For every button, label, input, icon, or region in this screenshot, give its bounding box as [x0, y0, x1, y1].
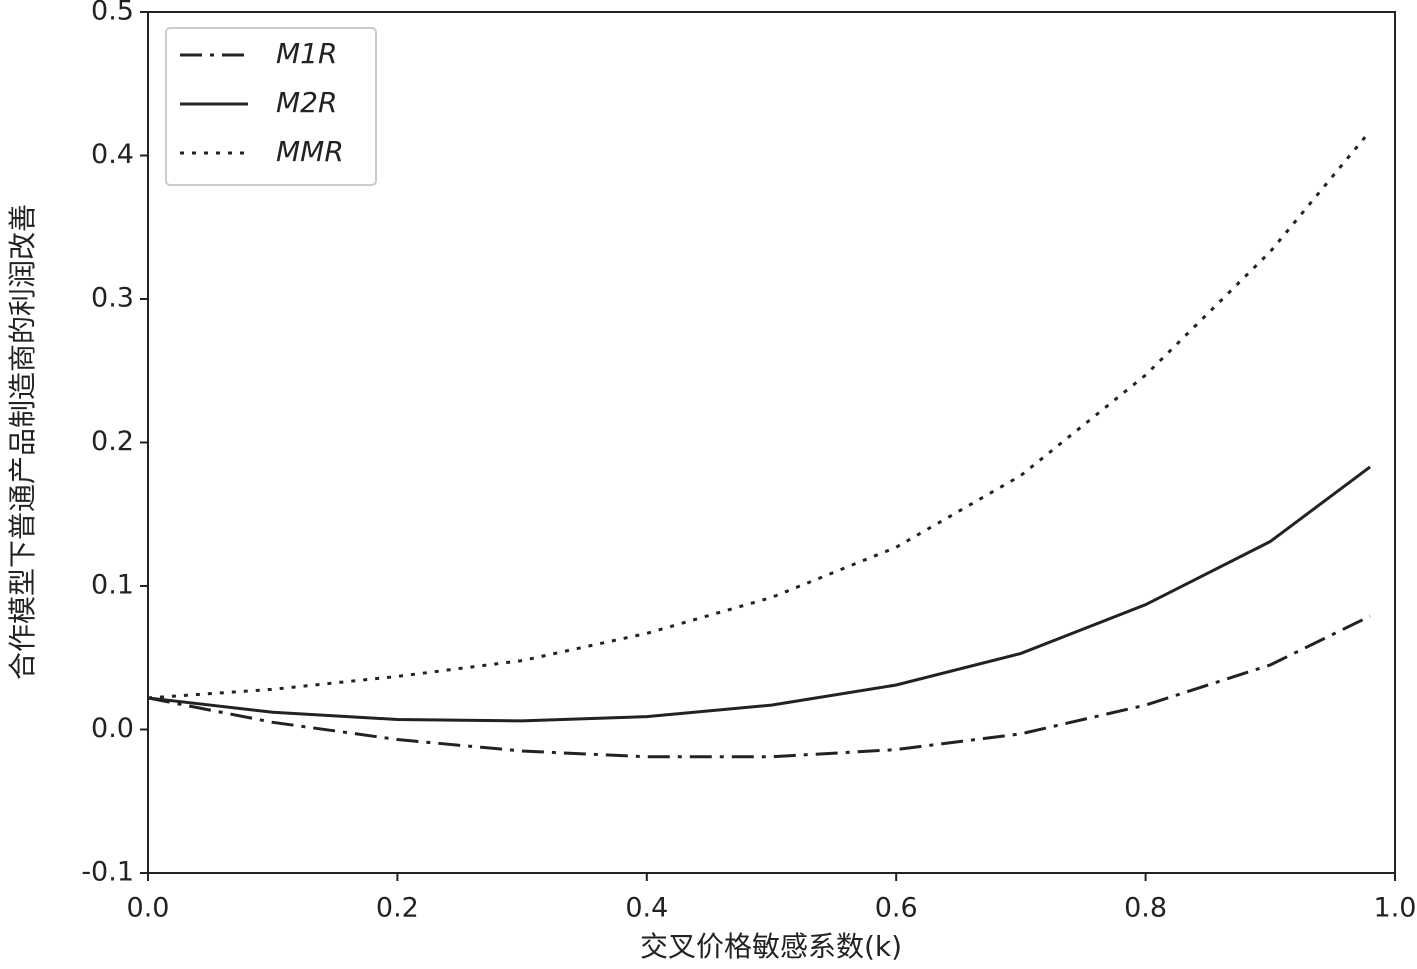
series-line — [147, 130, 1372, 700]
x-tick-label: 0.2 — [376, 893, 419, 924]
y-tick-label: 0.1 — [91, 570, 134, 601]
x-tick-label: 0.6 — [875, 893, 918, 924]
x-tick-label: 0.4 — [625, 893, 668, 924]
legend-label: M1R — [276, 37, 337, 70]
series-line — [147, 614, 1371, 759]
legend-label: MMR — [276, 135, 344, 168]
y-tick-label: 0.0 — [91, 713, 134, 744]
y-tick-label: 0.3 — [91, 283, 134, 314]
series-line — [147, 465, 1371, 723]
x-tick-label: 1.0 — [1374, 893, 1417, 924]
y-tick-label: -0.1 — [81, 857, 134, 888]
y-tick-label: 0.5 — [91, 0, 134, 27]
x-tick-label: 0.8 — [1124, 893, 1167, 924]
x-tick-label: 0.0 — [127, 893, 170, 924]
y-axis-title: 合作模型下普通产品制造商的利润改善 — [6, 204, 39, 680]
x-axis-title: 交叉价格敏感系数(k) — [640, 930, 902, 963]
legend-box — [165, 27, 377, 186]
legend-label: M2R — [276, 86, 337, 119]
y-tick-label: 0.2 — [91, 426, 134, 457]
y-tick-label: 0.4 — [91, 139, 134, 170]
